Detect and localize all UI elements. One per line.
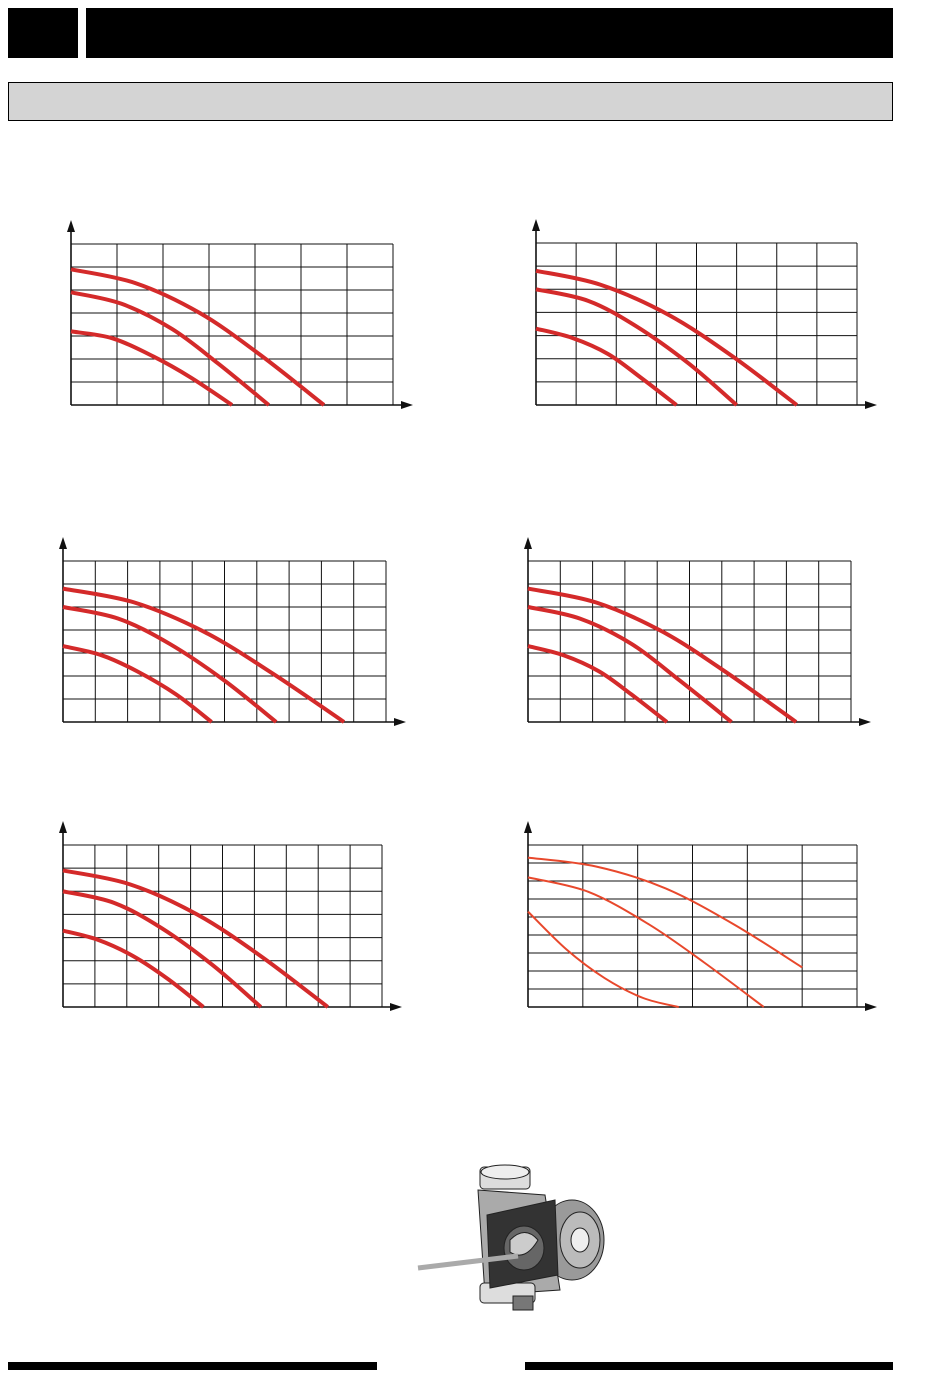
section-bar — [8, 82, 893, 121]
header-box — [8, 8, 78, 58]
x-axis-arrow — [865, 401, 877, 409]
y-axis-arrow — [532, 219, 540, 231]
y-axis-arrow — [524, 821, 532, 833]
curve — [527, 856, 803, 969]
y-axis-arrow — [59, 537, 67, 549]
curve — [527, 605, 733, 724]
curve — [62, 586, 346, 724]
curve — [535, 268, 799, 407]
curve — [535, 287, 738, 407]
y-axis-arrow — [67, 220, 75, 232]
curve — [70, 267, 326, 407]
curve — [70, 329, 234, 407]
x-axis-arrow — [390, 1003, 402, 1011]
footer-bar-left — [8, 1362, 377, 1370]
curve — [527, 644, 669, 724]
header-bar — [86, 8, 893, 58]
curve — [62, 644, 213, 724]
curve — [62, 928, 205, 1009]
curve — [62, 605, 278, 724]
y-axis-arrow — [59, 821, 67, 833]
curve — [527, 910, 680, 1008]
curve — [535, 326, 678, 407]
x-axis-arrow — [865, 1003, 877, 1011]
y-axis-arrow — [524, 537, 532, 549]
curve — [62, 889, 263, 1009]
x-axis-arrow — [401, 401, 413, 409]
x-axis-arrow — [394, 718, 406, 726]
curve — [62, 868, 329, 1009]
pump-illustration — [417, 1164, 605, 1311]
x-axis-arrow — [859, 718, 871, 726]
footer-bar-right — [525, 1362, 893, 1370]
curve — [527, 876, 765, 1008]
curve — [527, 586, 798, 724]
curve — [70, 290, 271, 407]
